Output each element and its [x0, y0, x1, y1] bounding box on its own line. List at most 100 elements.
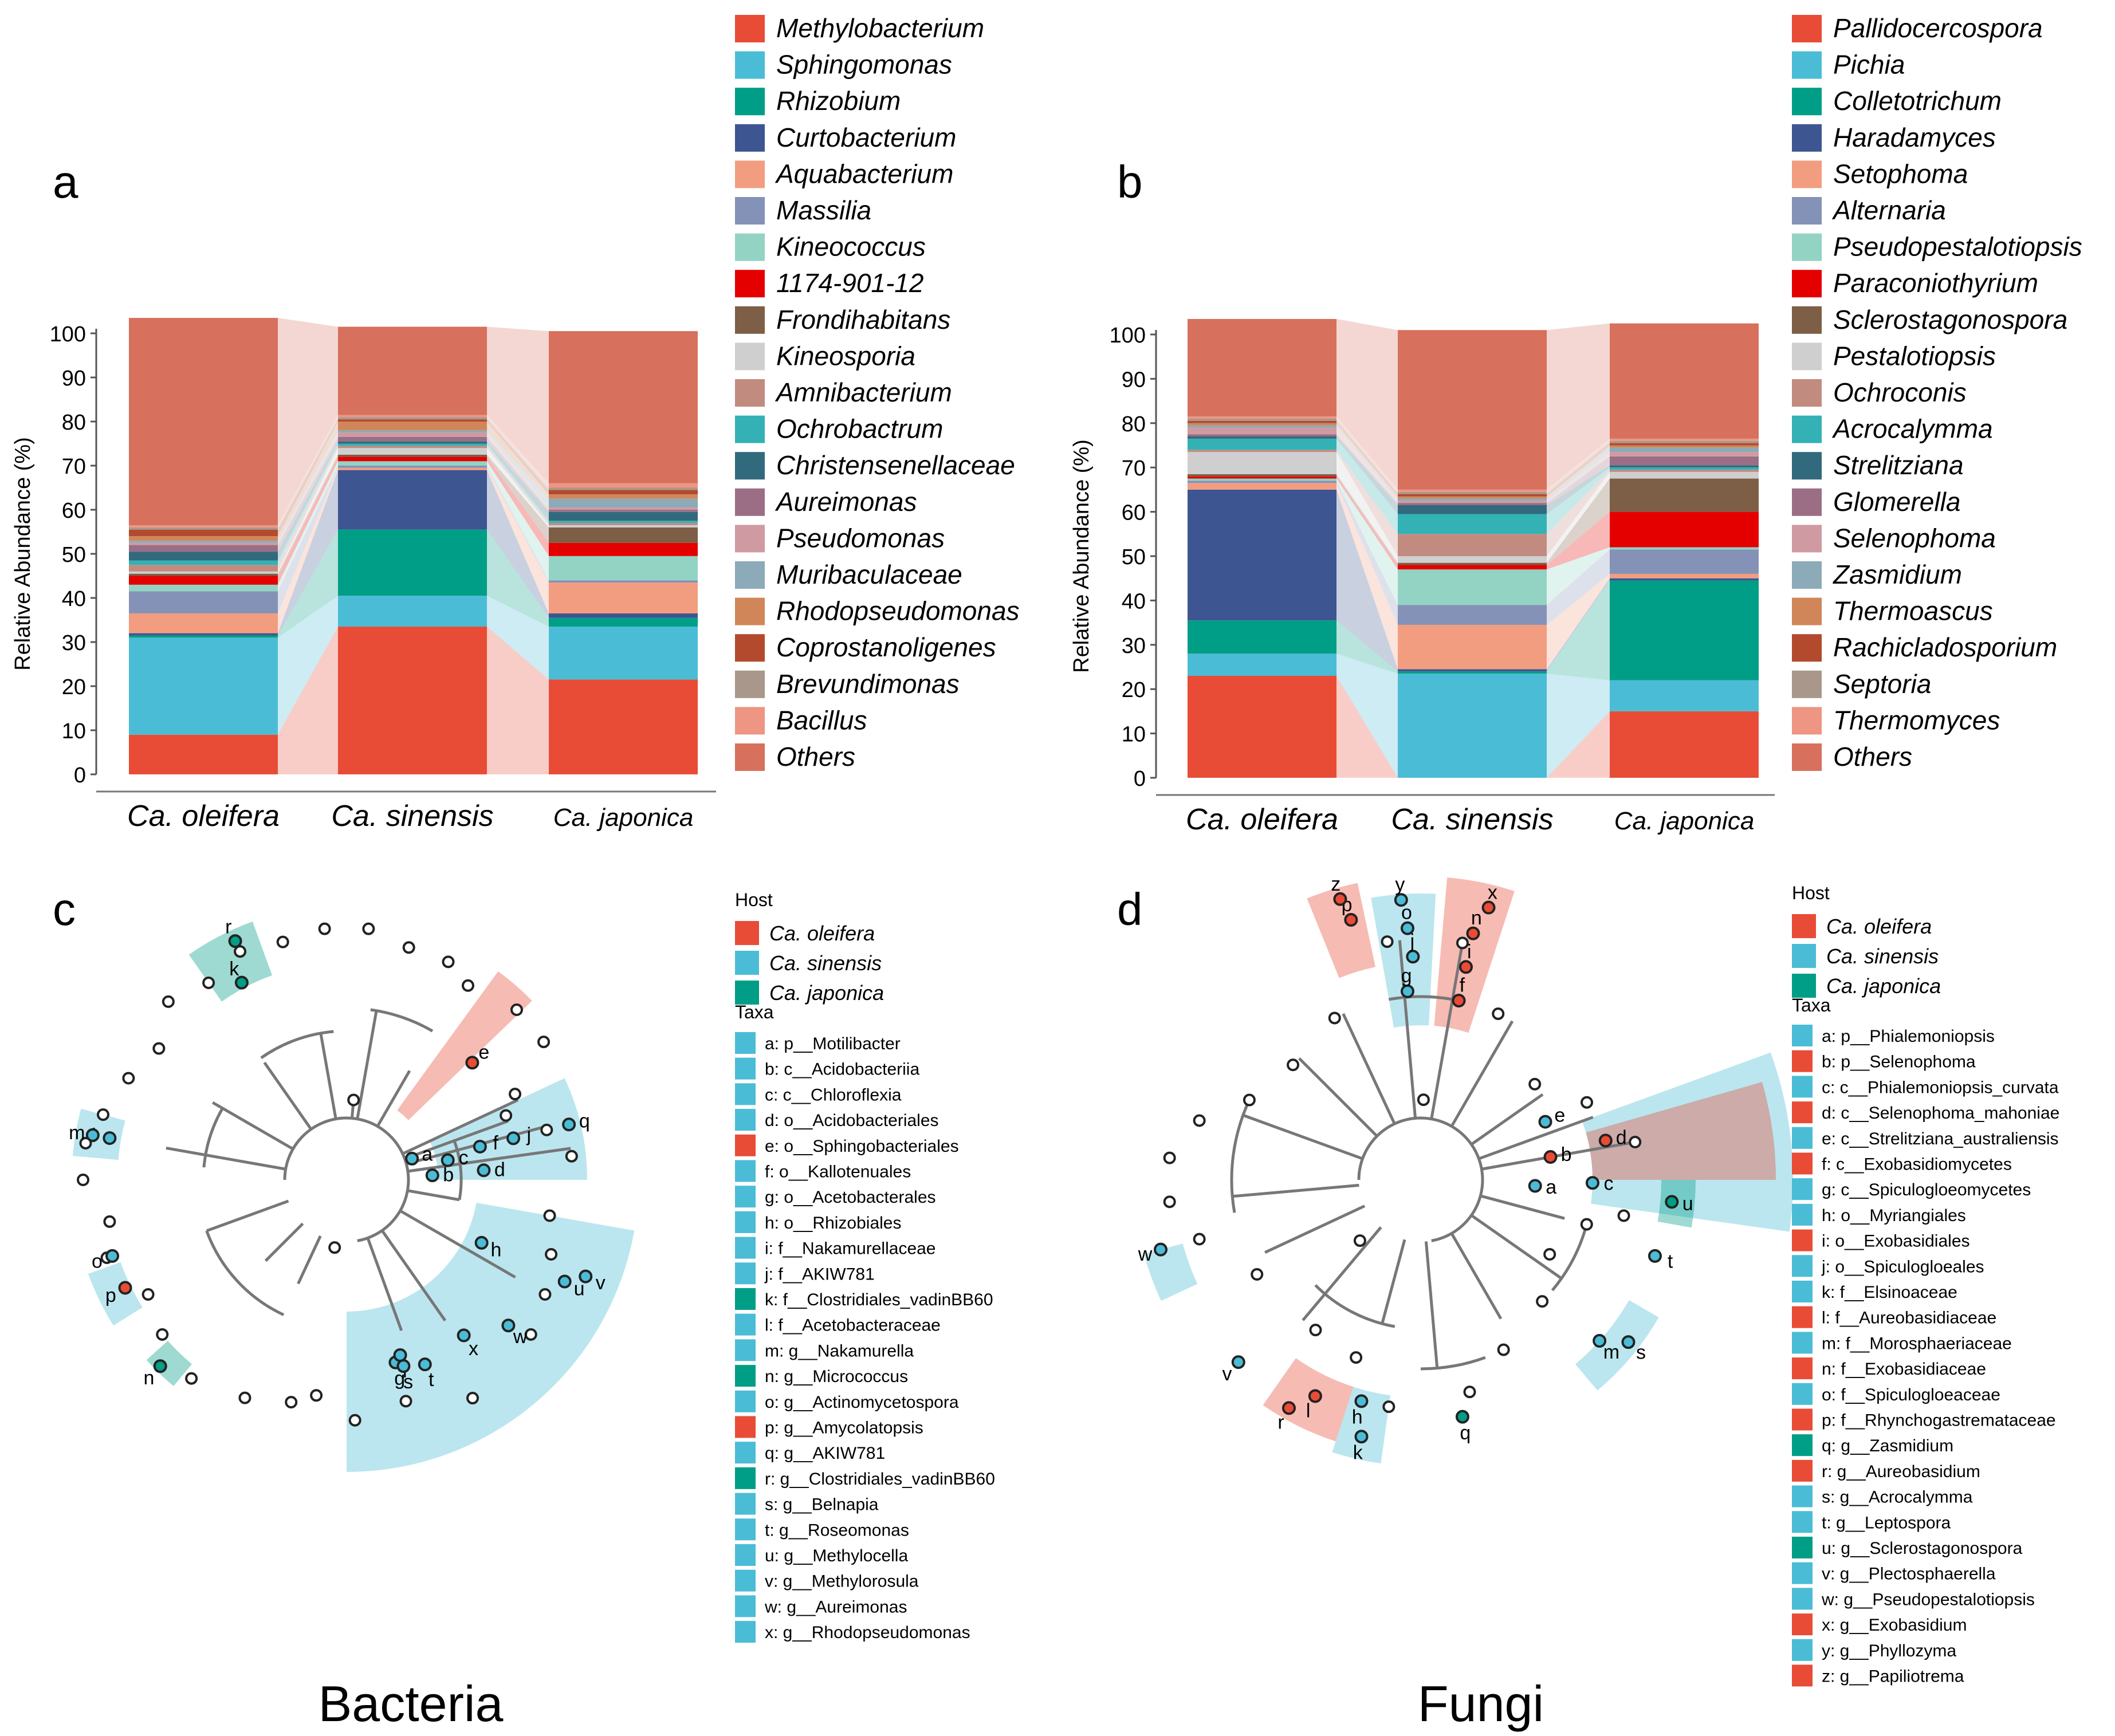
fun-bar-segment — [1188, 419, 1336, 421]
bac-taxa-swatch — [735, 1160, 756, 1182]
bac-taxa-label: c: c__Chloroflexia — [765, 1085, 902, 1104]
bac-bar-segment — [338, 529, 487, 596]
fun-taxa-swatch — [1792, 1639, 1813, 1661]
fun-bar-segment — [1188, 483, 1336, 490]
fun-biomarker-node — [1585, 1176, 1599, 1190]
bac-legend-swatch — [735, 634, 765, 662]
bac-bar-segment — [549, 582, 698, 613]
fun-branch-arc — [1551, 1224, 1589, 1292]
fun-flow-band — [1547, 547, 1610, 605]
fun-flow-band — [1336, 478, 1398, 605]
bac-bar-segment — [549, 523, 698, 525]
bac-legend-label: Aureimonas — [775, 487, 917, 517]
bac-flow-band — [278, 430, 338, 543]
fun-node-letter: m — [1603, 1341, 1619, 1363]
fun-legend-swatch — [1792, 124, 1822, 152]
bac-legend-label: Others — [776, 742, 855, 771]
fun-node-letter: s — [1636, 1341, 1646, 1363]
fun-category-label: Ca. sinensis — [1391, 803, 1553, 836]
bac-biomarker-node — [425, 1168, 439, 1183]
bac-flow-band — [278, 456, 338, 585]
fun-bar-segment — [1610, 511, 1759, 548]
bac-taxa-label: h: o__Rhizobiales — [765, 1214, 902, 1233]
bac-legend-swatch — [735, 51, 765, 79]
bac-bar-segment — [549, 498, 698, 508]
bac-taxa-swatch — [735, 1211, 756, 1233]
bac-node-letter: j — [526, 1124, 531, 1146]
fun-bar-segment — [1188, 476, 1336, 479]
fun-legend-label: Others — [1833, 742, 1912, 771]
bac-flow-band — [487, 422, 549, 499]
bac-taxa-swatch — [735, 1109, 756, 1131]
bac-flow-band — [487, 461, 549, 581]
bac-taxa-swatch — [735, 1365, 756, 1387]
bac-node — [310, 1389, 323, 1402]
bac-taxa-swatch — [735, 1057, 756, 1080]
fun-branch — [1342, 1013, 1396, 1125]
fun-bar-segment — [1398, 669, 1547, 672]
bac-bar-segment — [338, 461, 487, 466]
bac-flow-band — [487, 419, 549, 495]
bac-taxa-swatch — [735, 1083, 756, 1105]
fun-branch — [1471, 1214, 1563, 1280]
bac-legend-label: Amnibacterium — [775, 377, 952, 407]
fun-taxa-swatch — [1792, 1434, 1813, 1456]
bac-biomarker-node — [228, 934, 242, 948]
fun-node-letter: f — [1460, 975, 1465, 997]
bac-node-letter: x — [469, 1338, 478, 1360]
fun-branch — [1264, 1204, 1366, 1254]
bac-taxa-label: p: g__Amycolatopsis — [765, 1419, 923, 1438]
fun-legend-label: Thermomyces — [1833, 705, 2000, 735]
fun-taxa-swatch — [1792, 1255, 1813, 1277]
bac-bar-segment — [129, 545, 278, 552]
fun-taxa-label: n: f__Exobasidiaceae — [1822, 1360, 1986, 1379]
bac-ytick-label: 70 — [62, 455, 86, 479]
bac-bar-segment — [129, 552, 278, 561]
bac-ytick-label: 40 — [62, 587, 86, 611]
bac-node-letter: s — [403, 1371, 413, 1393]
bac-branch — [407, 1189, 460, 1202]
bac-node — [318, 922, 331, 935]
bac-bar-segment — [549, 679, 698, 774]
bac-taxa-swatch — [735, 1390, 756, 1412]
fun-taxa-swatch — [1792, 1383, 1813, 1405]
fun-flow-band — [1336, 438, 1398, 534]
bac-legend-swatch — [735, 233, 765, 261]
fun-taxa-swatch — [1792, 1152, 1813, 1175]
bac-host-swatch — [735, 951, 759, 975]
bac-bar-segment — [129, 529, 278, 537]
fun-clade-highlight — [1307, 883, 1375, 978]
bac-taxa-label: i: f__Nakamurellaceae — [765, 1239, 936, 1258]
bac-flow-band — [278, 441, 338, 561]
bac-bar-segment — [549, 527, 698, 543]
bac-taxa-swatch — [735, 1493, 756, 1515]
bac-node — [399, 1395, 412, 1408]
fun-bar-segment — [1398, 624, 1547, 670]
bac-bar-segment — [129, 734, 278, 774]
bac-taxa-label: w: g__Aureimonas — [764, 1597, 907, 1616]
bac-node-letter: n — [143, 1367, 154, 1389]
fun-node — [1629, 1136, 1642, 1149]
bac-ytick-label: 80 — [62, 411, 86, 435]
bac-node — [442, 955, 455, 969]
fun-bar-segment — [1398, 514, 1547, 534]
fun-bar-segment — [1610, 456, 1759, 466]
fun-clade-highlight — [1371, 893, 1436, 1028]
fun-bar-segment — [1610, 443, 1759, 446]
fun-node-letter: v — [1222, 1363, 1232, 1385]
bac-branch — [263, 1061, 313, 1130]
bac-flow-band — [487, 443, 549, 523]
bac-bar-segment — [549, 490, 698, 495]
fun-node — [1243, 1093, 1256, 1107]
bac-biomarker-node — [105, 1249, 120, 1263]
bac-flow-band — [487, 466, 549, 583]
fun-flow-band — [1547, 471, 1610, 563]
bac-category-label: Ca. sinensis — [331, 800, 493, 833]
bac-taxa-swatch — [735, 1416, 756, 1438]
bac-branch — [166, 1146, 286, 1171]
bac-node — [543, 1209, 556, 1222]
fun-node-letter: x — [1488, 881, 1497, 903]
bac-node — [328, 1241, 341, 1254]
bar-chart-fungi: 0 10 20 30 40 50 60 70 80 90 100 Relative Abundance… — [1070, 318, 1775, 836]
fun-branch — [1398, 940, 1417, 1119]
